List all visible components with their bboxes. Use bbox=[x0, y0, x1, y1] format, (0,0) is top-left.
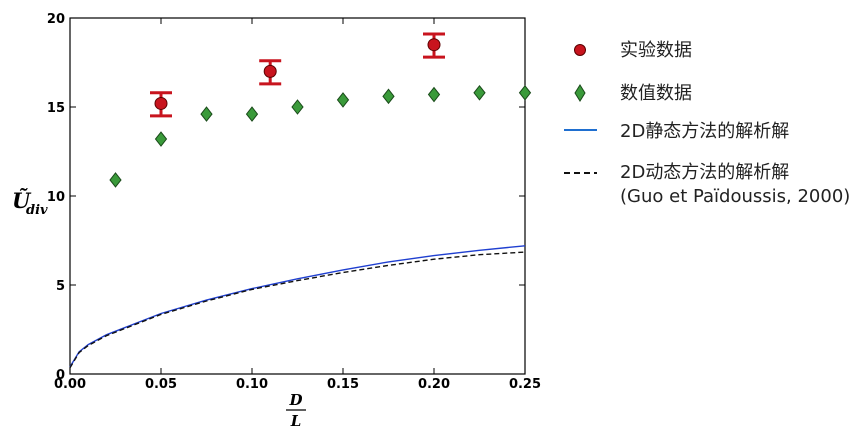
legend-label-dynamic-analytic-citation: (Guo et Païdoussis, 2000) bbox=[620, 186, 850, 207]
legend-label-dynamic-analytic: 2D动态方法的解析解 bbox=[620, 162, 789, 183]
points-layer bbox=[109, 32, 532, 188]
experimental-point bbox=[427, 38, 441, 52]
lines-layer bbox=[69, 245, 526, 369]
x-tick-label: 0.20 bbox=[418, 377, 450, 392]
y-tick-label: 20 bbox=[47, 12, 65, 27]
x-tick-label: 0.25 bbox=[509, 377, 541, 392]
numerical-point bbox=[518, 84, 532, 101]
legend-marker-diamond bbox=[574, 84, 586, 102]
numerical-point bbox=[109, 172, 122, 188]
numerical-point bbox=[245, 106, 259, 122]
ticks-layer: 0.00 0.05 0.10 0.15 0.20 0.25 0 5 10 15 20 bbox=[47, 12, 541, 392]
experimental-point bbox=[154, 96, 168, 110]
numerical-point bbox=[382, 88, 395, 105]
x-axis-label-denominator: L bbox=[290, 412, 302, 430]
legend-marker-circle bbox=[574, 44, 586, 56]
legend-item-numerical: 数值数据 bbox=[574, 83, 692, 104]
numerical-point bbox=[291, 99, 304, 115]
x-axis-label: D L bbox=[286, 391, 306, 430]
series-line-dynamic bbox=[69, 251, 526, 369]
plot-frame bbox=[69, 17, 526, 375]
y-tick-label: 0 bbox=[56, 368, 65, 383]
series-line-static bbox=[69, 245, 526, 368]
y-axis-label-main: Ũ bbox=[12, 188, 32, 213]
x-tick-label: 0.10 bbox=[236, 377, 268, 392]
x-tick-label: 0.15 bbox=[327, 377, 359, 392]
legend-item-experimental: 实验数据 bbox=[574, 40, 692, 61]
numerical-point bbox=[154, 131, 168, 147]
numerical-point bbox=[473, 84, 486, 101]
legend-item-dynamic-analytic: 2D动态方法的解析解 (Guo et Païdoussis, 2000) bbox=[564, 162, 850, 207]
numerical-point bbox=[200, 106, 213, 122]
y-tick-label: 15 bbox=[47, 101, 65, 116]
legend: 实验数据 数值数据 2D静态方法的解析解 2D动态方法的解析解 (Guo et … bbox=[564, 40, 850, 207]
y-tick-label: 10 bbox=[47, 190, 65, 205]
legend-label-numerical: 数值数据 bbox=[620, 83, 692, 104]
legend-item-static-analytic: 2D静态方法的解析解 bbox=[564, 121, 789, 142]
legend-label-experimental: 实验数据 bbox=[620, 40, 692, 61]
x-tick-label: 0.05 bbox=[145, 377, 177, 392]
y-axis-label: Ũ div bbox=[12, 188, 48, 218]
x-tick-label: 0.00 bbox=[54, 377, 86, 392]
numerical-point bbox=[336, 92, 350, 108]
y-axis-label-subscript: div bbox=[26, 203, 48, 218]
legend-label-static-analytic: 2D静态方法的解析解 bbox=[620, 121, 789, 142]
y-tick-label: 5 bbox=[56, 279, 65, 294]
experimental-point bbox=[263, 64, 277, 78]
numerical-point bbox=[427, 86, 441, 103]
x-axis-label-numerator: D bbox=[288, 391, 302, 409]
